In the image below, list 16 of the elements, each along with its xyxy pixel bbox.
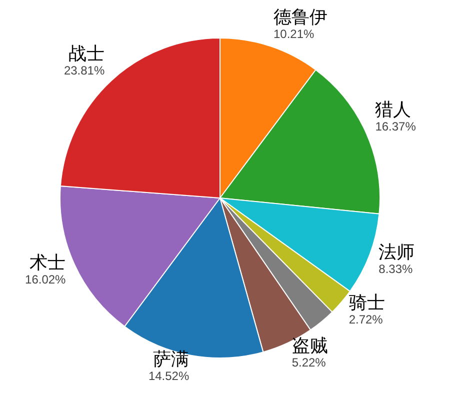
data-label: 16.02% [25,272,66,286]
slice-label: 盗贼 [292,336,328,357]
slice-label: 猎人 [375,100,412,121]
slice-label: 战士 [68,44,105,65]
slice-label: 萨满 [153,348,190,370]
data-label: 10.21% [273,27,314,42]
data-label: 8.33% [378,262,414,276]
slice-label: 德鲁伊 [273,7,328,28]
data-label: 14.52% [148,368,190,383]
slice-label: 骑士 [348,292,385,314]
data-label: 5.22% [292,356,326,370]
data-label: 23.81% [64,64,105,78]
data-label: 2.72% [348,312,384,326]
slice-label: 术士 [30,252,66,274]
data-label: 16.37% [375,120,416,134]
slice-label: 法师 [378,242,415,263]
